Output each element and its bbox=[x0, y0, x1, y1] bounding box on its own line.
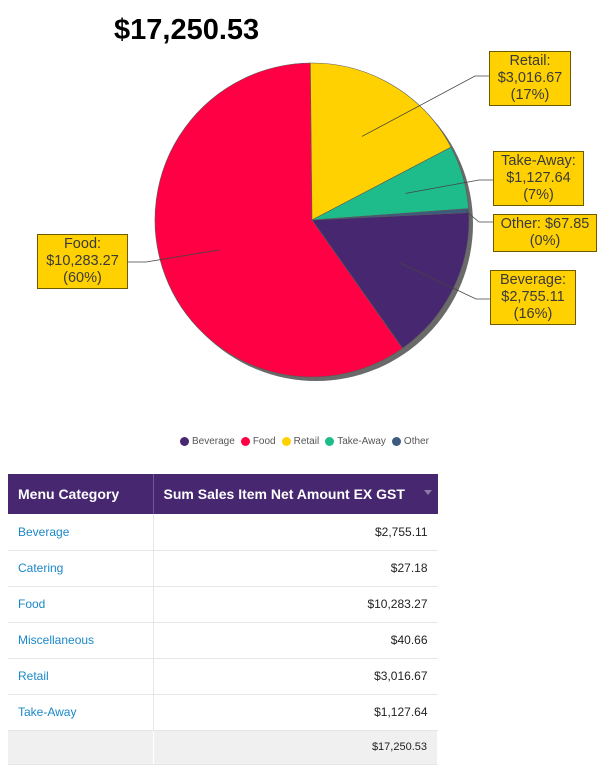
total-amount: $17,250.53 bbox=[114, 14, 260, 46]
chart-legend: Beverage Food Retail Take-Away Other bbox=[180, 436, 429, 447]
callout-line-other bbox=[465, 210, 493, 223]
legend-label: Food bbox=[252, 436, 276, 447]
legend-dot-icon bbox=[281, 437, 291, 446]
callout-take-away: Take-Away: $1,127.64 (7%) bbox=[493, 151, 584, 206]
callout-line-take-away bbox=[405, 179, 493, 194]
total-amount-cell: $17,250.53 bbox=[153, 730, 438, 765]
table-row: Food $10,283.27 bbox=[8, 586, 438, 623]
callout-food: Food: $10,283.27 (60%) bbox=[37, 234, 128, 289]
legend-item-take-away[interactable]: Take-Away bbox=[325, 436, 386, 447]
pie-chart bbox=[128, 62, 493, 381]
sales-table: Menu Category Sum Sales Item Net Amount … bbox=[8, 474, 438, 765]
pie-slice-retail[interactable] bbox=[310, 62, 452, 221]
category-link[interactable]: Miscellaneous bbox=[8, 622, 154, 659]
amount-cell: $10,283.27 bbox=[153, 586, 438, 623]
table-row: Miscellaneous $40.66 bbox=[8, 622, 438, 659]
legend-label: Beverage bbox=[192, 436, 235, 447]
legend-item-beverage[interactable]: Beverage bbox=[180, 436, 235, 447]
callout-retail: Retail: $3,016.67 (17%) bbox=[489, 51, 571, 106]
legend-label: Retail bbox=[293, 436, 320, 447]
legend-dot-icon bbox=[240, 437, 250, 446]
sort-icon[interactable] bbox=[423, 490, 432, 495]
legend-label: Other bbox=[403, 436, 429, 447]
total-label-cell bbox=[8, 730, 154, 765]
category-link[interactable]: Beverage bbox=[8, 514, 154, 551]
pie-slice-beverage[interactable] bbox=[311, 212, 470, 349]
header-sum-sales-label: Sum Sales Item Net Amount EX GST bbox=[163, 486, 405, 502]
amount-cell: $27.18 bbox=[153, 550, 438, 587]
category-link[interactable]: Catering bbox=[8, 550, 154, 587]
category-link[interactable]: Retail bbox=[8, 658, 154, 695]
legend-item-other[interactable]: Other bbox=[391, 436, 429, 447]
legend-dot-icon bbox=[180, 437, 189, 446]
table-row: Catering $27.18 bbox=[8, 550, 438, 587]
amount-cell: $1,127.64 bbox=[153, 694, 438, 731]
header-sum-sales[interactable]: Sum Sales Item Net Amount EX GST bbox=[153, 474, 438, 514]
legend-dot-icon bbox=[325, 437, 335, 446]
table-total-row: $17,250.53 bbox=[8, 730, 438, 765]
table-row: Retail $3,016.67 bbox=[8, 658, 438, 695]
legend-item-retail[interactable]: Retail bbox=[281, 436, 320, 447]
table-header-row: Menu Category Sum Sales Item Net Amount … bbox=[8, 474, 438, 514]
category-link[interactable]: Food bbox=[8, 586, 154, 623]
amount-cell: $40.66 bbox=[153, 622, 438, 659]
callout-beverage: Beverage: $2,755.11 (16%) bbox=[490, 270, 576, 325]
table-row: Beverage $2,755.11 bbox=[8, 514, 438, 551]
pie-slice-other[interactable] bbox=[311, 208, 470, 221]
header-menu-category[interactable]: Menu Category bbox=[8, 474, 154, 514]
table-row: Take-Away $1,127.64 bbox=[8, 694, 438, 731]
callout-line-retail bbox=[361, 75, 489, 137]
category-link[interactable]: Take-Away bbox=[8, 694, 154, 731]
legend-label: Take-Away bbox=[337, 436, 386, 447]
amount-cell: $3,016.67 bbox=[153, 658, 438, 695]
callout-line-food bbox=[128, 249, 220, 263]
amount-cell: $2,755.11 bbox=[153, 514, 438, 551]
legend-item-food[interactable]: Food bbox=[240, 436, 276, 447]
legend-dot-icon bbox=[391, 437, 401, 446]
callout-other: Other: $67.85 (0%) bbox=[493, 214, 597, 252]
pie-slice-food[interactable] bbox=[154, 62, 403, 378]
callout-line-beverage bbox=[399, 262, 490, 300]
